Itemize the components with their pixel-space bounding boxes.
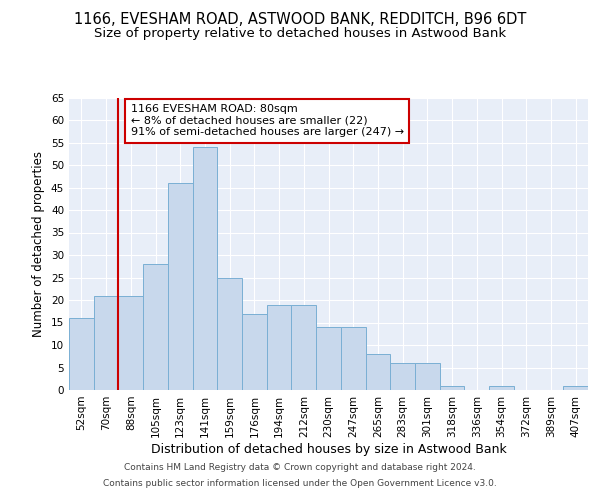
Bar — [292, 304, 316, 390]
Bar — [193, 147, 217, 390]
Bar — [415, 363, 440, 390]
Bar — [168, 183, 193, 390]
Text: Contains HM Land Registry data © Crown copyright and database right 2024.: Contains HM Land Registry data © Crown c… — [124, 464, 476, 472]
Bar — [316, 327, 341, 390]
Y-axis label: Number of detached properties: Number of detached properties — [32, 151, 46, 337]
Text: 1166, EVESHAM ROAD, ASTWOOD BANK, REDDITCH, B96 6DT: 1166, EVESHAM ROAD, ASTWOOD BANK, REDDIT… — [74, 12, 526, 28]
Text: Contains public sector information licensed under the Open Government Licence v3: Contains public sector information licen… — [103, 478, 497, 488]
Text: 1166 EVESHAM ROAD: 80sqm
← 8% of detached houses are smaller (22)
91% of semi-de: 1166 EVESHAM ROAD: 80sqm ← 8% of detache… — [131, 104, 404, 138]
Bar — [69, 318, 94, 390]
Bar — [267, 304, 292, 390]
Bar — [94, 296, 118, 390]
Bar — [118, 296, 143, 390]
Bar — [563, 386, 588, 390]
Bar — [440, 386, 464, 390]
Bar — [341, 327, 365, 390]
Text: Size of property relative to detached houses in Astwood Bank: Size of property relative to detached ho… — [94, 28, 506, 40]
Bar — [217, 278, 242, 390]
X-axis label: Distribution of detached houses by size in Astwood Bank: Distribution of detached houses by size … — [151, 442, 506, 456]
Bar — [242, 314, 267, 390]
Bar — [489, 386, 514, 390]
Bar — [390, 363, 415, 390]
Bar — [365, 354, 390, 390]
Bar — [143, 264, 168, 390]
